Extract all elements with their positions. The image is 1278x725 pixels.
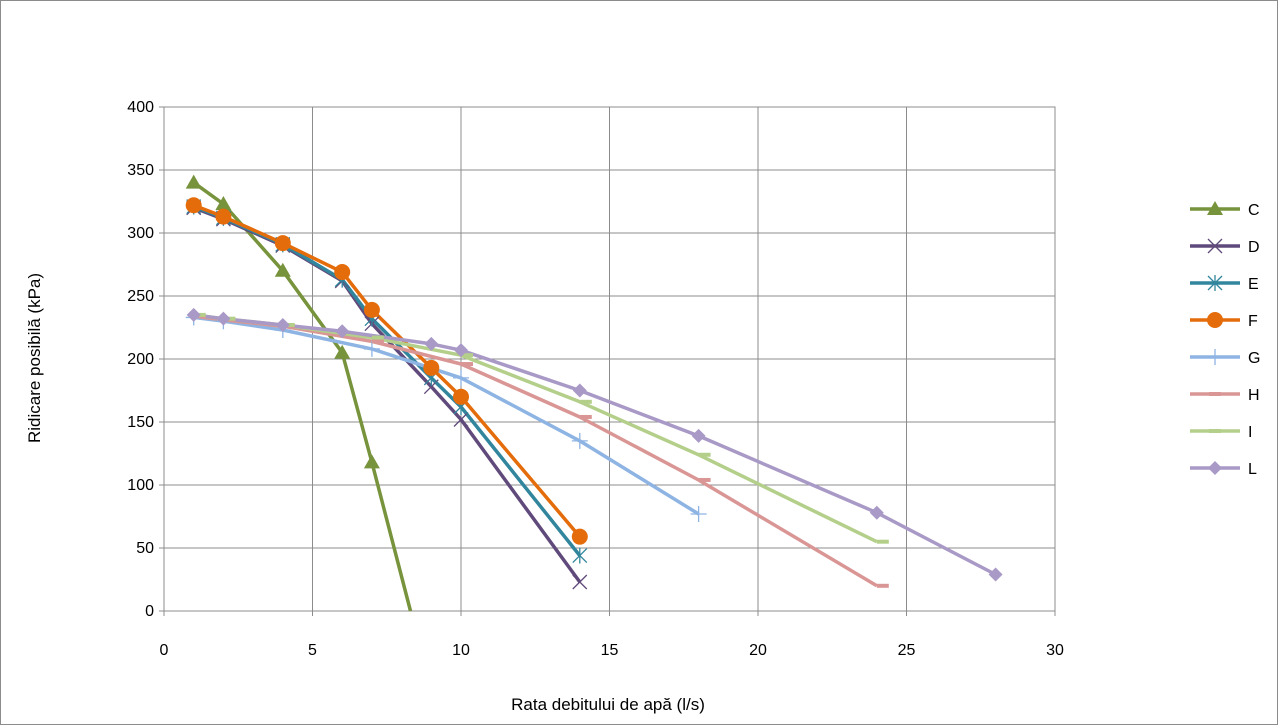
legend-marker-D xyxy=(1207,238,1223,254)
y-tick-label: 100 xyxy=(127,477,154,494)
data-point-F xyxy=(334,264,351,281)
legend-marker-G xyxy=(1207,349,1223,365)
series-markers xyxy=(185,174,1003,590)
data-point-G xyxy=(453,369,469,386)
data-point-H xyxy=(371,339,384,344)
series-line-H xyxy=(193,314,878,588)
legend-marker-F xyxy=(1207,312,1223,328)
data-point-I xyxy=(579,399,592,404)
legend-label-I: I xyxy=(1248,424,1252,441)
legend-marker-H xyxy=(1209,392,1221,396)
data-point-L xyxy=(335,324,350,339)
legend-label-D: D xyxy=(1248,239,1260,256)
legend-marker-I xyxy=(1209,429,1221,433)
legend-label-G: G xyxy=(1248,350,1260,367)
data-point-L xyxy=(691,428,706,443)
y-tick-label: 250 xyxy=(127,288,154,305)
data-point-F xyxy=(571,528,588,545)
series-line-I xyxy=(193,313,878,544)
data-point-L xyxy=(186,307,201,322)
legend-label-E: E xyxy=(1248,276,1259,293)
y-tick-label: 50 xyxy=(136,540,154,557)
y-axis-title: Ridicare posibilă (kPa) xyxy=(25,273,44,443)
series-line-L xyxy=(193,313,997,577)
series-lines xyxy=(192,181,997,612)
series-line-C xyxy=(192,181,413,612)
data-point-H xyxy=(698,477,711,482)
y-tick-label: 400 xyxy=(127,99,154,116)
data-point-F xyxy=(185,197,202,214)
data-point-I xyxy=(876,539,889,544)
data-point-C xyxy=(363,454,380,469)
legend-marker-C xyxy=(1207,201,1223,215)
data-point-F xyxy=(423,359,440,376)
y-tick-label: 350 xyxy=(127,162,154,179)
data-point-F xyxy=(274,235,291,252)
data-point-C xyxy=(185,174,202,189)
x-axis-title: Rata debitului de apă (l/s) xyxy=(511,695,705,714)
data-point-I xyxy=(698,452,711,457)
data-point-F xyxy=(453,388,469,405)
data-point-L xyxy=(988,567,1003,582)
y-tick-label: 300 xyxy=(127,225,154,242)
data-point-I xyxy=(461,353,473,358)
x-tick-label: 20 xyxy=(749,642,767,659)
plot-area xyxy=(163,106,1056,612)
data-point-H xyxy=(461,362,473,367)
y-tick-label: 200 xyxy=(127,351,154,368)
data-point-C xyxy=(334,344,351,359)
legend-label-C: C xyxy=(1248,202,1260,219)
x-tick-label: 10 xyxy=(452,642,470,659)
data-point-L xyxy=(216,311,231,326)
legend: C D E F G H I L xyxy=(1190,201,1260,478)
data-point-D xyxy=(453,412,469,427)
axes: 0 50 100 150 200 250 300 350 400 0 5 10 15 20 25 30 xyxy=(127,99,1064,659)
legend-marker-L xyxy=(1208,461,1222,475)
data-point-G xyxy=(571,432,588,449)
data-point-D xyxy=(572,574,588,590)
data-point-L xyxy=(424,336,439,351)
data-point-E xyxy=(572,547,588,564)
data-point-L xyxy=(572,383,587,398)
legend-label-L: L xyxy=(1248,461,1257,478)
legend-label-F: F xyxy=(1248,313,1258,330)
data-point-L xyxy=(275,317,290,332)
data-point-L xyxy=(869,505,884,520)
data-point-G xyxy=(690,505,707,522)
data-point-C xyxy=(274,262,291,277)
data-point-H xyxy=(876,583,889,588)
y-tick-label: 150 xyxy=(127,414,154,431)
x-tick-label: 5 xyxy=(308,642,317,659)
x-tick-label: 15 xyxy=(601,642,619,659)
data-point-F xyxy=(215,208,232,225)
legend-marker-E xyxy=(1207,275,1223,291)
x-tick-label: 0 xyxy=(160,642,169,659)
y-tick-label: 0 xyxy=(145,603,154,620)
data-point-I xyxy=(371,335,384,340)
x-tick-label: 30 xyxy=(1046,642,1064,659)
data-point-H xyxy=(579,414,592,419)
data-point-L xyxy=(454,343,468,358)
data-point-C xyxy=(215,196,232,211)
legend-label-H: H xyxy=(1248,387,1260,404)
data-point-F xyxy=(363,301,380,318)
x-tick-label: 25 xyxy=(898,642,916,659)
data-point-G xyxy=(363,340,380,357)
